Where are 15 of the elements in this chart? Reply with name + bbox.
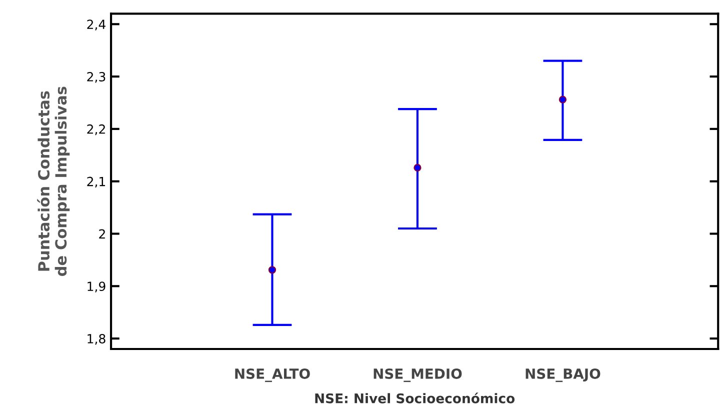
x-tick-label: NSE_ALTO [235, 368, 310, 382]
x-tick-label: NSE_MEDIO [374, 368, 462, 382]
y-tick-label: 2,1 [87, 176, 106, 188]
y-tick-label: 1,9 [88, 282, 106, 292]
y-tick-label: 1,8 [88, 334, 106, 345]
y-tick-label: 2,2 [87, 124, 105, 136]
point [558, 96, 567, 104]
y-axis-title: Puntación Conductas de Compra Impulsivas [37, 86, 70, 276]
x-tick-label: NSE_BAJO [526, 368, 600, 382]
y-tick-label: 2 [99, 229, 105, 238]
point [414, 164, 422, 172]
x-axis-title: NSE: Nivel Socioeconómico [315, 392, 515, 404]
y-tick-label: 2,3 [87, 72, 106, 83]
y-tick-label: 2,4 [87, 20, 106, 30]
point [268, 266, 276, 274]
